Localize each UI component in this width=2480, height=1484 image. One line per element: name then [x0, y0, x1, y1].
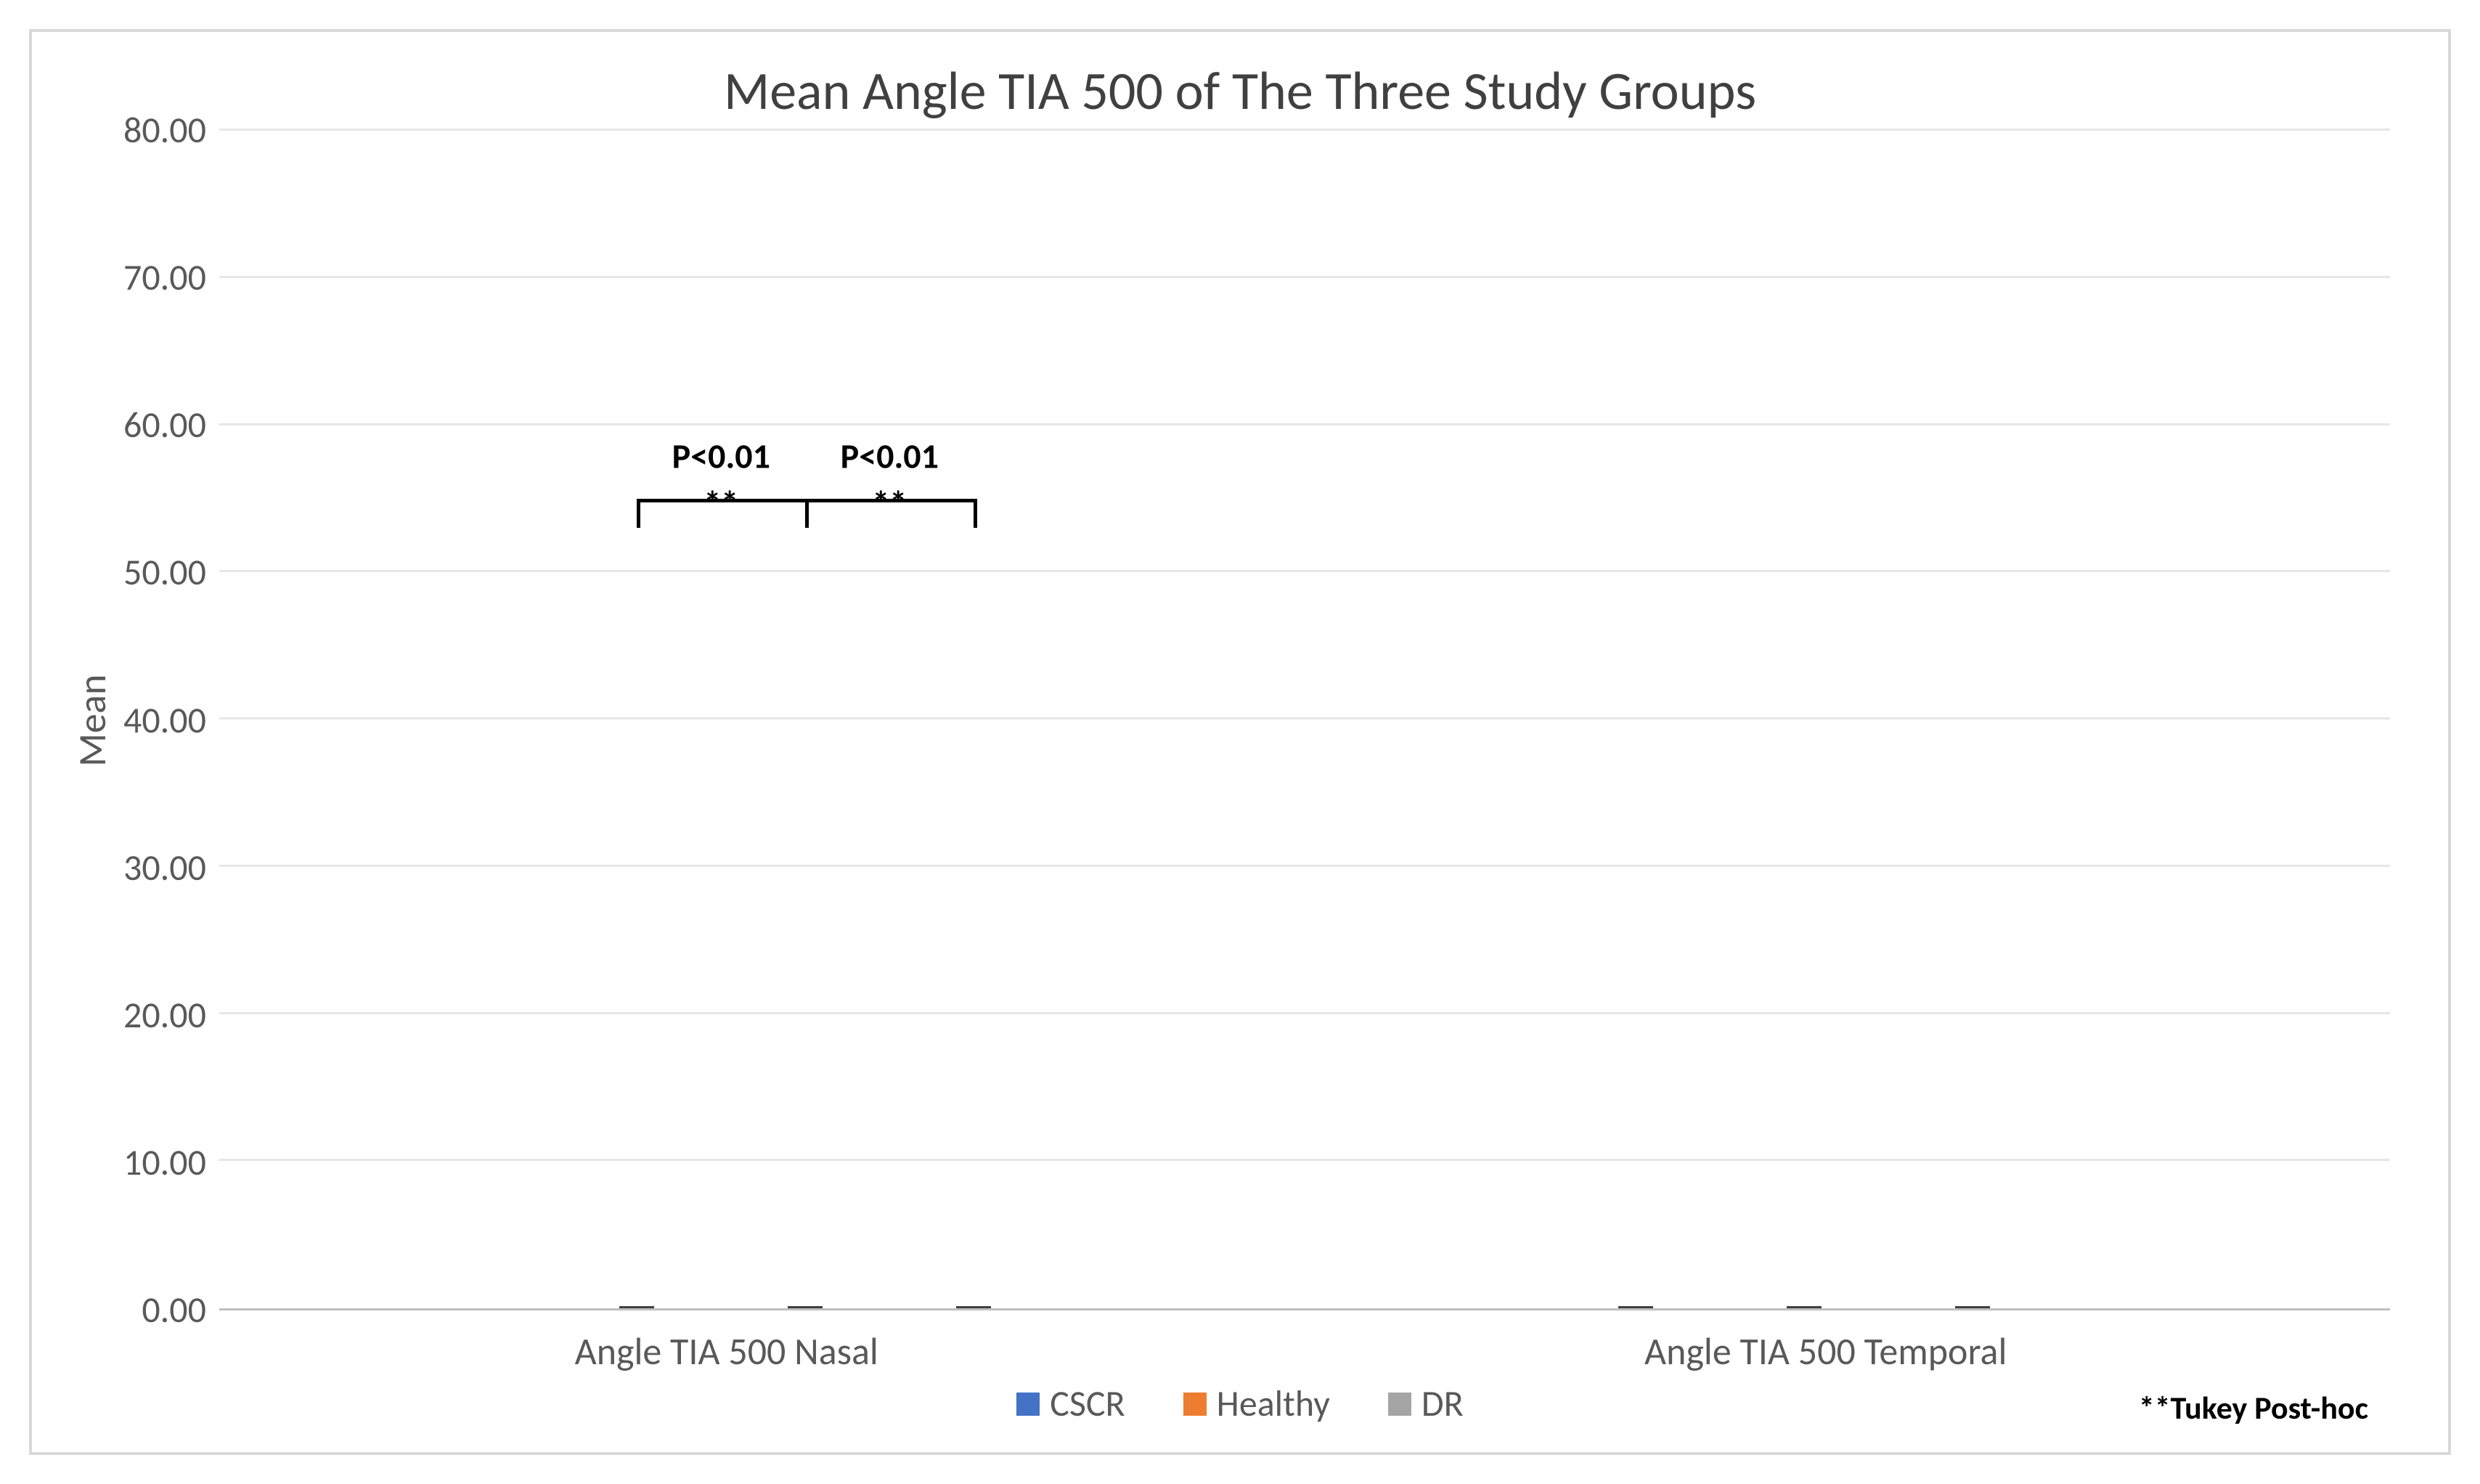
y-axis-ticks: 80.0070.0060.0050.0040.0030.0020.0010.00… — [123, 131, 219, 1310]
significance-pvalue: P<0.01 — [841, 434, 939, 477]
significance-pvalue: P<0.01 — [672, 434, 770, 477]
x-category-label: Angle TIA 500 Temporal — [1644, 1328, 2007, 1374]
chart-title: Mean Angle TIA 500 of The Three Study Gr… — [32, 58, 2448, 123]
error-cap-bottom — [1787, 1306, 1822, 1308]
gridline — [219, 276, 2390, 278]
legend-swatch — [1016, 1393, 1040, 1416]
gridline — [219, 1012, 2390, 1014]
gridline — [219, 570, 2390, 572]
footnote: **Tukey Post-hoc — [2139, 1388, 2368, 1427]
chart-container: Mean Angle TIA 500 of The Three Study Gr… — [0, 0, 2480, 1484]
legend-label: Healthy — [1217, 1382, 1330, 1426]
significance-stars: ** — [703, 481, 738, 524]
footnote-marker: ** — [2139, 1388, 2171, 1427]
gridline — [219, 865, 2390, 867]
gridline — [219, 717, 2390, 719]
significance-tick — [805, 499, 809, 528]
y-axis-label: Mean — [61, 131, 123, 1310]
significance-line — [637, 499, 805, 502]
error-cap-bottom — [956, 1306, 991, 1308]
plot-row: Mean 80.0070.0060.0050.0040.0030.0020.00… — [32, 131, 2448, 1310]
legend-label: DR — [1421, 1382, 1464, 1426]
footnote-text: Tukey Post-hoc — [2171, 1388, 2368, 1427]
legend-label: CSCR — [1050, 1382, 1125, 1426]
legend-swatch — [1183, 1393, 1207, 1416]
gridline — [219, 129, 2390, 131]
significance-line — [805, 499, 974, 502]
legend-item-dr: DR — [1388, 1382, 1464, 1426]
significance-tick — [637, 499, 640, 528]
legend: CSCR Healthy DR **Tukey Post-hoc — [32, 1382, 2448, 1452]
gridline — [219, 1159, 2390, 1161]
significance-tick — [805, 499, 809, 528]
error-cap-bottom — [1955, 1306, 1990, 1308]
significance-tick — [974, 499, 977, 528]
plot-area: P<0.01**P<0.01** — [219, 131, 2390, 1310]
chart-frame: Mean Angle TIA 500 of The Three Study Gr… — [29, 29, 2451, 1455]
x-axis-labels: Angle TIA 500 Nasal Angle TIA 500 Tempora… — [32, 1310, 2448, 1382]
error-cap-bottom — [619, 1306, 654, 1308]
error-cap-bottom — [788, 1306, 823, 1308]
legend-item-cscr: CSCR — [1016, 1382, 1125, 1426]
gridline — [219, 423, 2390, 425]
error-cap-bottom — [1618, 1306, 1653, 1308]
legend-swatch — [1388, 1393, 1411, 1416]
x-category-label: Angle TIA 500 Nasal — [575, 1328, 878, 1374]
significance-stars: ** — [872, 481, 907, 524]
legend-item-healthy: Healthy — [1183, 1382, 1330, 1426]
